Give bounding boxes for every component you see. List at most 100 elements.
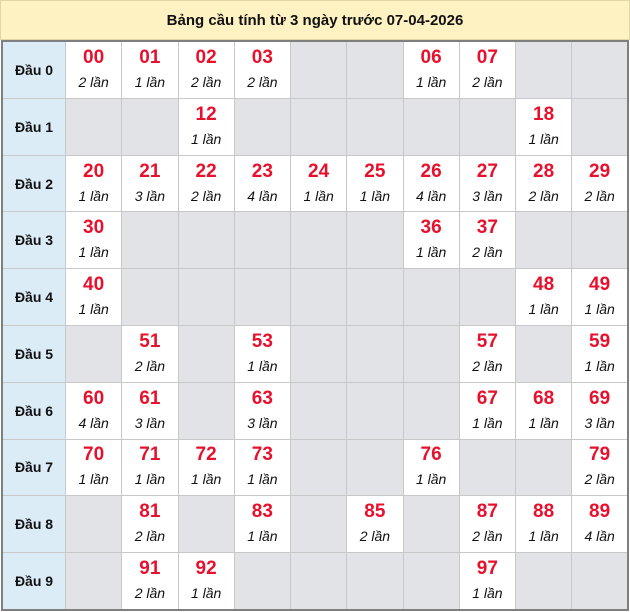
count: 1 lần bbox=[247, 528, 278, 545]
number-cell: 30 1 lần bbox=[64, 211, 123, 270]
empty-cell bbox=[402, 381, 460, 440]
empty-cell bbox=[402, 552, 460, 611]
empty-cell bbox=[177, 268, 235, 326]
number-cell: 61 3 lần bbox=[121, 381, 179, 440]
empty-cell bbox=[289, 495, 348, 554]
row-header: Đầu 2 bbox=[1, 154, 66, 213]
count: 1 lần bbox=[528, 301, 559, 318]
table-row: Đầu 3 30 1 lần 36 1 lần 37 2 lần bbox=[1, 211, 629, 270]
number-cell: 49 1 lần bbox=[571, 268, 629, 326]
number: 06 bbox=[420, 46, 442, 68]
number: 79 bbox=[589, 444, 611, 466]
count: 2 lần bbox=[472, 244, 503, 261]
count: 1 lần bbox=[78, 301, 109, 318]
number-cell: 24 1 lần bbox=[289, 154, 348, 213]
table-row: Đầu 4 40 1 lần 48 1 lần 49 1 lần bbox=[1, 268, 629, 326]
row-header: Đầu 0 bbox=[1, 40, 66, 99]
empty-cell bbox=[177, 324, 235, 383]
number: 27 bbox=[476, 160, 498, 182]
count: 2 lần bbox=[472, 73, 503, 90]
empty-cell bbox=[121, 211, 179, 270]
number-cell: 03 2 lần bbox=[233, 40, 292, 99]
row-header: Đầu 6 bbox=[1, 381, 66, 440]
number-cell: 27 3 lần bbox=[458, 154, 517, 213]
number-cell: 60 4 lần bbox=[64, 381, 123, 440]
count: 1 lần bbox=[528, 130, 559, 147]
count: 1 lần bbox=[472, 585, 503, 602]
number: 92 bbox=[195, 558, 217, 580]
count: 4 lần bbox=[247, 187, 278, 204]
count: 2 lần bbox=[584, 471, 615, 488]
number: 88 bbox=[533, 501, 555, 523]
count: 2 lần bbox=[584, 187, 615, 204]
count: 1 lần bbox=[472, 414, 503, 431]
empty-cell bbox=[233, 268, 292, 326]
table-title: Bảng cầu tính từ 3 ngày trước 07-04-2026 bbox=[0, 0, 630, 40]
count: 2 lần bbox=[78, 73, 109, 90]
empty-cell bbox=[514, 40, 573, 99]
count: 2 lần bbox=[472, 528, 503, 545]
count: 2 lần bbox=[472, 357, 503, 374]
empty-cell bbox=[289, 268, 348, 326]
count: 1 lần bbox=[584, 301, 615, 318]
number-cell: 18 1 lần bbox=[514, 97, 573, 156]
row-header: Đầu 5 bbox=[1, 324, 66, 383]
empty-cell bbox=[121, 268, 179, 326]
table-row: Đầu 8 81 2 lần 83 1 lần 85 2 lần 87 2 lần 88 1 lần… bbox=[1, 495, 629, 554]
number: 48 bbox=[533, 274, 555, 296]
number: 51 bbox=[139, 330, 161, 352]
empty-cell bbox=[514, 211, 573, 270]
number: 57 bbox=[476, 330, 498, 352]
empty-cell bbox=[289, 324, 348, 383]
table-row: Đầu 7 70 1 lần 71 1 lần 72 1 lần 73 1 lần 76 1 lần… bbox=[1, 438, 629, 497]
number: 60 bbox=[83, 387, 105, 409]
count: 1 lần bbox=[415, 471, 447, 488]
count: 4 lần bbox=[584, 528, 615, 545]
count: 1 lần bbox=[247, 471, 278, 488]
number: 24 bbox=[308, 160, 330, 182]
count: 1 lần bbox=[190, 130, 222, 147]
row-header: Đầu 1 bbox=[1, 97, 66, 156]
number-cell: 88 1 lần bbox=[514, 495, 573, 554]
row-header: Đầu 7 bbox=[1, 438, 66, 497]
number-cell: 91 2 lần bbox=[121, 552, 179, 611]
count: 1 lần bbox=[190, 471, 222, 488]
number: 23 bbox=[251, 160, 273, 182]
number: 01 bbox=[139, 46, 161, 68]
count: 3 lần bbox=[584, 414, 615, 431]
empty-cell bbox=[571, 97, 629, 156]
number-cell: 00 2 lần bbox=[64, 40, 123, 99]
empty-cell bbox=[514, 324, 573, 383]
empty-cell bbox=[571, 40, 629, 99]
row-header: Đầu 8 bbox=[1, 495, 66, 554]
empty-cell bbox=[458, 438, 517, 497]
count: 2 lần bbox=[359, 528, 391, 545]
number-cell: 37 2 lần bbox=[458, 211, 517, 270]
number: 22 bbox=[195, 160, 217, 182]
count: 2 lần bbox=[134, 528, 166, 545]
number: 69 bbox=[589, 387, 611, 409]
number-cell: 57 2 lần bbox=[458, 324, 517, 383]
empty-cell bbox=[177, 381, 235, 440]
count: 2 lần bbox=[134, 585, 166, 602]
number: 89 bbox=[589, 501, 611, 523]
number: 25 bbox=[364, 160, 386, 182]
number-cell: 63 3 lần bbox=[233, 381, 292, 440]
empty-cell bbox=[571, 211, 629, 270]
number: 76 bbox=[420, 444, 442, 466]
empty-cell bbox=[289, 552, 348, 611]
number-cell: 12 1 lần bbox=[177, 97, 235, 156]
empty-cell bbox=[402, 324, 460, 383]
number: 07 bbox=[476, 46, 498, 68]
number: 12 bbox=[195, 103, 217, 125]
number-cell: 26 4 lần bbox=[402, 154, 460, 213]
number: 81 bbox=[139, 501, 161, 523]
number: 72 bbox=[195, 444, 217, 466]
row-header: Đầu 9 bbox=[1, 552, 66, 611]
number-cell: 07 2 lần bbox=[458, 40, 517, 99]
empty-cell bbox=[289, 438, 348, 497]
number: 02 bbox=[195, 46, 217, 68]
table-row: Đầu 0 00 2 lần 01 1 lần 02 2 lần 03 2 lần 06 1 lần… bbox=[1, 40, 629, 99]
empty-cell bbox=[233, 211, 292, 270]
